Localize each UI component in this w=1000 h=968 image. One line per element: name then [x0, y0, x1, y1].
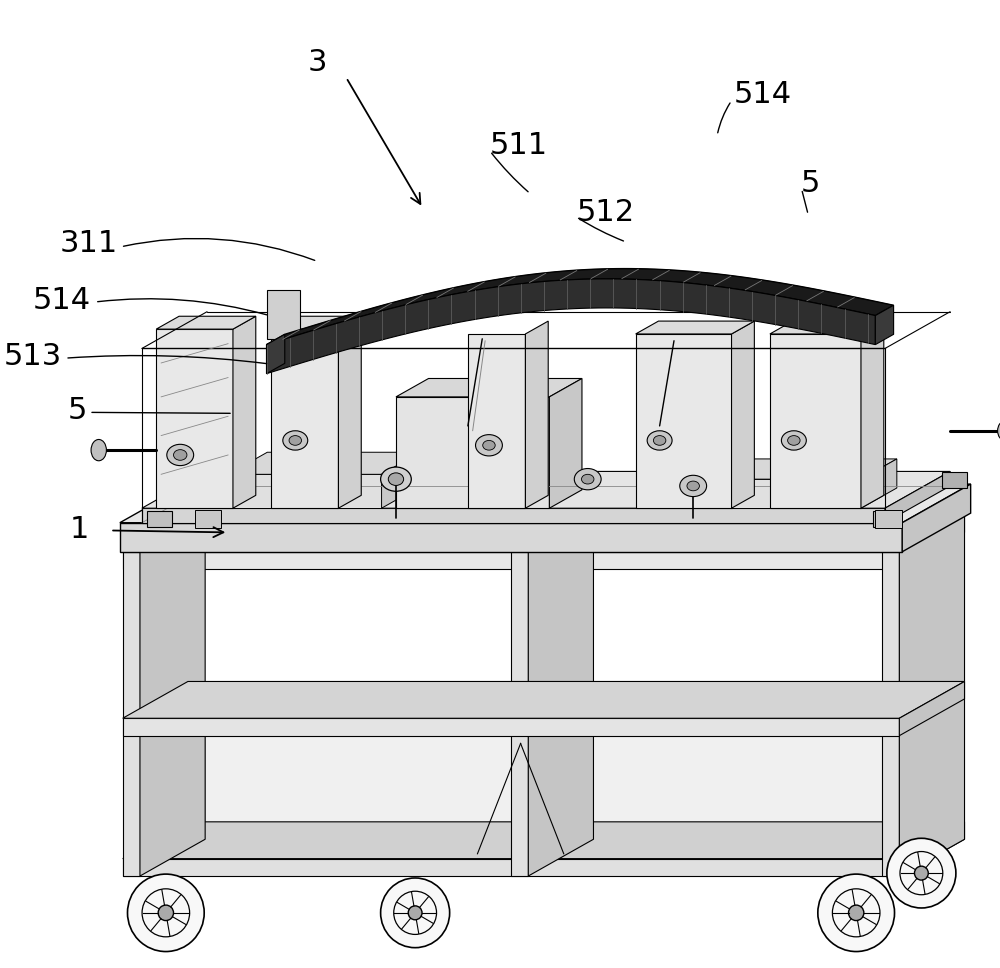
Bar — [215, 472, 240, 488]
Polygon shape — [123, 515, 205, 552]
Polygon shape — [770, 321, 884, 334]
Polygon shape — [549, 378, 582, 508]
Ellipse shape — [91, 439, 106, 461]
Polygon shape — [875, 510, 902, 528]
Polygon shape — [267, 279, 875, 374]
Polygon shape — [885, 471, 950, 523]
Polygon shape — [899, 515, 965, 569]
Polygon shape — [882, 515, 965, 552]
Polygon shape — [123, 681, 965, 718]
Polygon shape — [123, 822, 965, 859]
Polygon shape — [468, 334, 525, 508]
Ellipse shape — [476, 435, 502, 456]
Text: 1: 1 — [70, 515, 89, 544]
Polygon shape — [338, 317, 361, 508]
Polygon shape — [228, 452, 421, 474]
Text: 514: 514 — [33, 286, 91, 315]
Bar — [147, 511, 172, 527]
Circle shape — [818, 874, 895, 952]
Text: 512: 512 — [576, 198, 634, 227]
Polygon shape — [899, 822, 965, 876]
Polygon shape — [271, 317, 361, 329]
Polygon shape — [593, 699, 947, 822]
Polygon shape — [861, 321, 884, 508]
Polygon shape — [636, 334, 732, 508]
Text: 5: 5 — [68, 396, 87, 425]
Polygon shape — [267, 290, 300, 339]
Polygon shape — [511, 515, 593, 552]
Polygon shape — [142, 508, 885, 523]
Polygon shape — [120, 523, 902, 552]
Ellipse shape — [647, 431, 672, 450]
Polygon shape — [267, 334, 285, 374]
Polygon shape — [902, 484, 971, 552]
Ellipse shape — [781, 431, 806, 450]
Polygon shape — [195, 510, 221, 528]
Circle shape — [914, 866, 928, 880]
Polygon shape — [123, 552, 899, 569]
Text: 513: 513 — [4, 342, 62, 371]
Bar — [873, 511, 898, 527]
Polygon shape — [140, 515, 205, 876]
Polygon shape — [123, 552, 140, 876]
Polygon shape — [382, 452, 421, 508]
Polygon shape — [123, 718, 899, 736]
Polygon shape — [123, 859, 899, 876]
Polygon shape — [899, 515, 965, 876]
Polygon shape — [655, 459, 897, 479]
Ellipse shape — [581, 474, 594, 484]
Polygon shape — [861, 459, 897, 508]
Circle shape — [887, 838, 956, 908]
Ellipse shape — [483, 440, 495, 450]
Ellipse shape — [388, 472, 404, 486]
Polygon shape — [636, 321, 754, 334]
Polygon shape — [882, 552, 899, 876]
Circle shape — [127, 874, 204, 952]
Polygon shape — [732, 321, 754, 508]
Text: 3: 3 — [308, 48, 327, 77]
Text: 311: 311 — [60, 229, 118, 258]
Polygon shape — [156, 317, 256, 329]
Polygon shape — [285, 268, 894, 363]
Polygon shape — [511, 552, 528, 876]
Text: 511: 511 — [490, 131, 548, 160]
Circle shape — [408, 906, 422, 920]
Polygon shape — [528, 515, 593, 876]
Polygon shape — [875, 305, 894, 345]
Ellipse shape — [283, 431, 308, 450]
Polygon shape — [228, 474, 382, 508]
Polygon shape — [142, 471, 950, 508]
Ellipse shape — [381, 467, 411, 491]
Bar — [942, 472, 967, 488]
Ellipse shape — [167, 444, 194, 466]
Polygon shape — [205, 699, 576, 822]
Polygon shape — [267, 268, 894, 345]
Polygon shape — [525, 321, 548, 508]
Text: 514: 514 — [733, 80, 792, 109]
Text: 5: 5 — [801, 169, 820, 198]
Polygon shape — [396, 397, 549, 508]
Polygon shape — [271, 329, 338, 508]
Polygon shape — [120, 484, 971, 523]
Polygon shape — [233, 317, 256, 508]
Circle shape — [158, 905, 174, 921]
Polygon shape — [770, 334, 861, 508]
Polygon shape — [396, 378, 582, 397]
Ellipse shape — [680, 475, 707, 497]
Polygon shape — [156, 329, 233, 508]
Circle shape — [849, 905, 864, 921]
Ellipse shape — [574, 469, 601, 490]
Polygon shape — [123, 515, 965, 552]
Ellipse shape — [653, 436, 666, 445]
Polygon shape — [655, 479, 861, 508]
Circle shape — [381, 878, 450, 948]
Ellipse shape — [998, 421, 1000, 440]
Ellipse shape — [174, 449, 187, 460]
Ellipse shape — [289, 436, 302, 445]
Polygon shape — [899, 681, 965, 736]
Ellipse shape — [788, 436, 800, 445]
Ellipse shape — [687, 481, 699, 491]
